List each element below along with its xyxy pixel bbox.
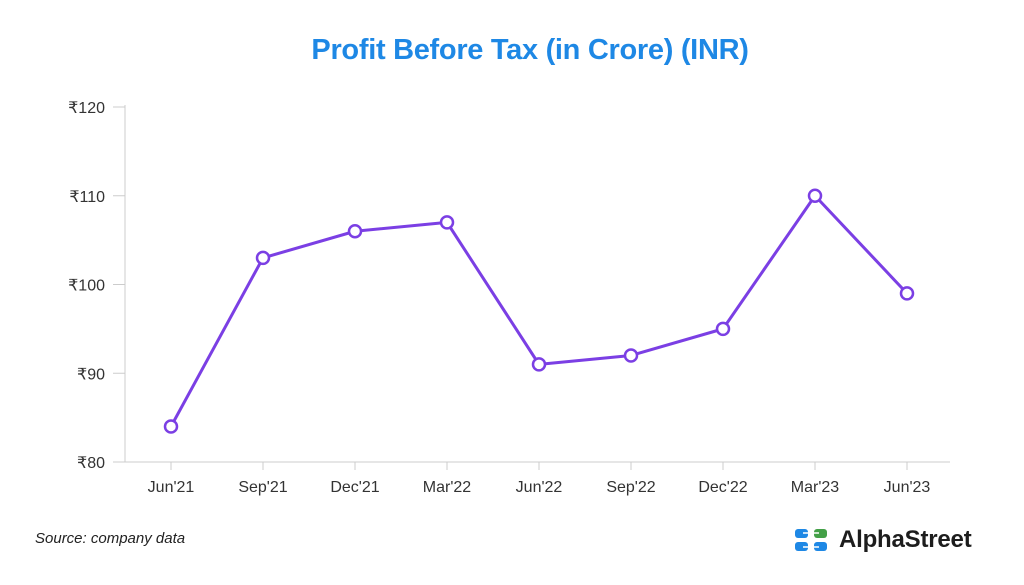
data-point[interactable]: [255, 250, 271, 266]
data-point[interactable]: [715, 321, 731, 337]
y-tick-label: ₹90: [77, 366, 105, 383]
series-line: [169, 194, 909, 428]
chart-title: Profit Before Tax (in Crore) (INR): [311, 34, 749, 66]
data-point[interactable]: [623, 348, 639, 363]
y-tick-label: ₹120: [68, 100, 105, 117]
data-point[interactable]: [163, 419, 179, 434]
line-chart: ₹80 ₹90 ₹100 ₹110 ₹120 Jun'21 Sep'21 Dec'21 Mar…: [68, 100, 950, 496]
x-tick-label: Jun'23: [884, 479, 931, 496]
brand-name: AlphaStreet: [839, 526, 972, 553]
x-tick-label: Sep'21: [238, 479, 287, 496]
data-point[interactable]: [807, 188, 823, 203]
x-tick-label: Mar'23: [791, 479, 840, 496]
y-tick-label: ₹100: [68, 278, 105, 295]
y-tick-label: ₹110: [69, 189, 105, 206]
x-tick-label: Dec'22: [698, 479, 747, 496]
alphastreet-logo-icon: [795, 529, 827, 551]
data-point[interactable]: [899, 286, 915, 301]
data-point[interactable]: [347, 224, 363, 239]
data-point[interactable]: [439, 215, 455, 230]
x-tick-label: Jun'22: [516, 479, 563, 496]
source-note: Source: company data: [35, 530, 186, 547]
x-tick-label: Jun'21: [148, 479, 195, 496]
brand: AlphaStreet: [793, 526, 972, 554]
x-tick-label: Mar'22: [423, 479, 472, 496]
x-tick-label: Dec'21: [330, 479, 379, 496]
x-tick-label: Sep'22: [606, 479, 655, 496]
y-tick-label: ₹80: [77, 455, 105, 472]
data-point[interactable]: [531, 357, 547, 372]
